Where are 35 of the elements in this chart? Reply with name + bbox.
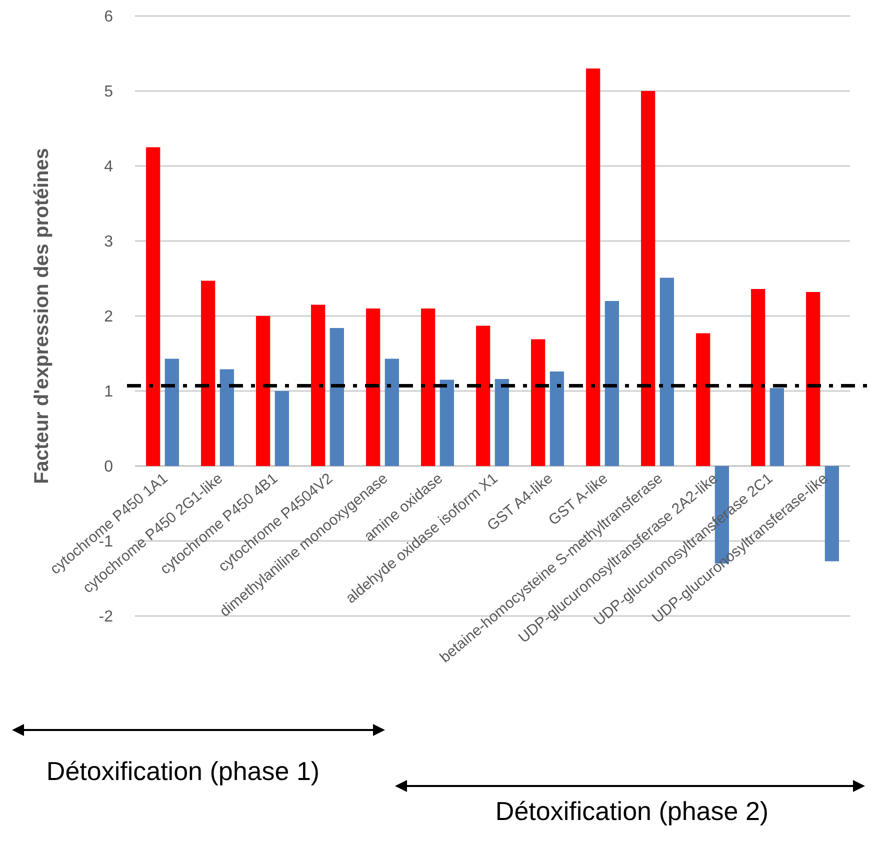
bar bbox=[384, 358, 399, 466]
bar bbox=[806, 292, 820, 466]
y-tick-label: 1 bbox=[104, 384, 114, 401]
bar bbox=[531, 339, 546, 466]
y-tick-label: -2 bbox=[98, 608, 114, 626]
bar bbox=[220, 369, 234, 466]
y-tick-label: 2 bbox=[104, 308, 114, 326]
bar bbox=[330, 328, 344, 466]
y-axis-title: Facteur d'expression des protéines bbox=[31, 148, 53, 484]
bar bbox=[421, 308, 436, 466]
y-tick-label: 0 bbox=[104, 458, 114, 476]
bar bbox=[146, 147, 160, 466]
y-tick-label: 6 bbox=[104, 8, 114, 26]
bar bbox=[274, 391, 289, 466]
y-tick-label: 5 bbox=[104, 84, 114, 101]
bar bbox=[256, 316, 270, 466]
y-tick-label: 3 bbox=[104, 234, 114, 251]
bar bbox=[586, 68, 600, 466]
text: Détoxification (phase 1) bbox=[46, 756, 320, 786]
bar bbox=[751, 289, 766, 466]
bar bbox=[366, 308, 380, 466]
bar bbox=[660, 278, 674, 466]
text: Détoxification (phase 2) bbox=[495, 796, 769, 826]
bar bbox=[550, 372, 564, 466]
bar bbox=[696, 333, 710, 466]
bar bbox=[201, 280, 216, 466]
bar bbox=[164, 358, 179, 466]
bar bbox=[770, 388, 784, 466]
bar bbox=[311, 304, 326, 466]
bar bbox=[604, 301, 619, 466]
bar bbox=[494, 379, 509, 466]
bar bbox=[641, 91, 656, 466]
y-tick-label: 4 bbox=[104, 158, 114, 176]
bar bbox=[476, 326, 490, 466]
bar bbox=[440, 380, 454, 466]
